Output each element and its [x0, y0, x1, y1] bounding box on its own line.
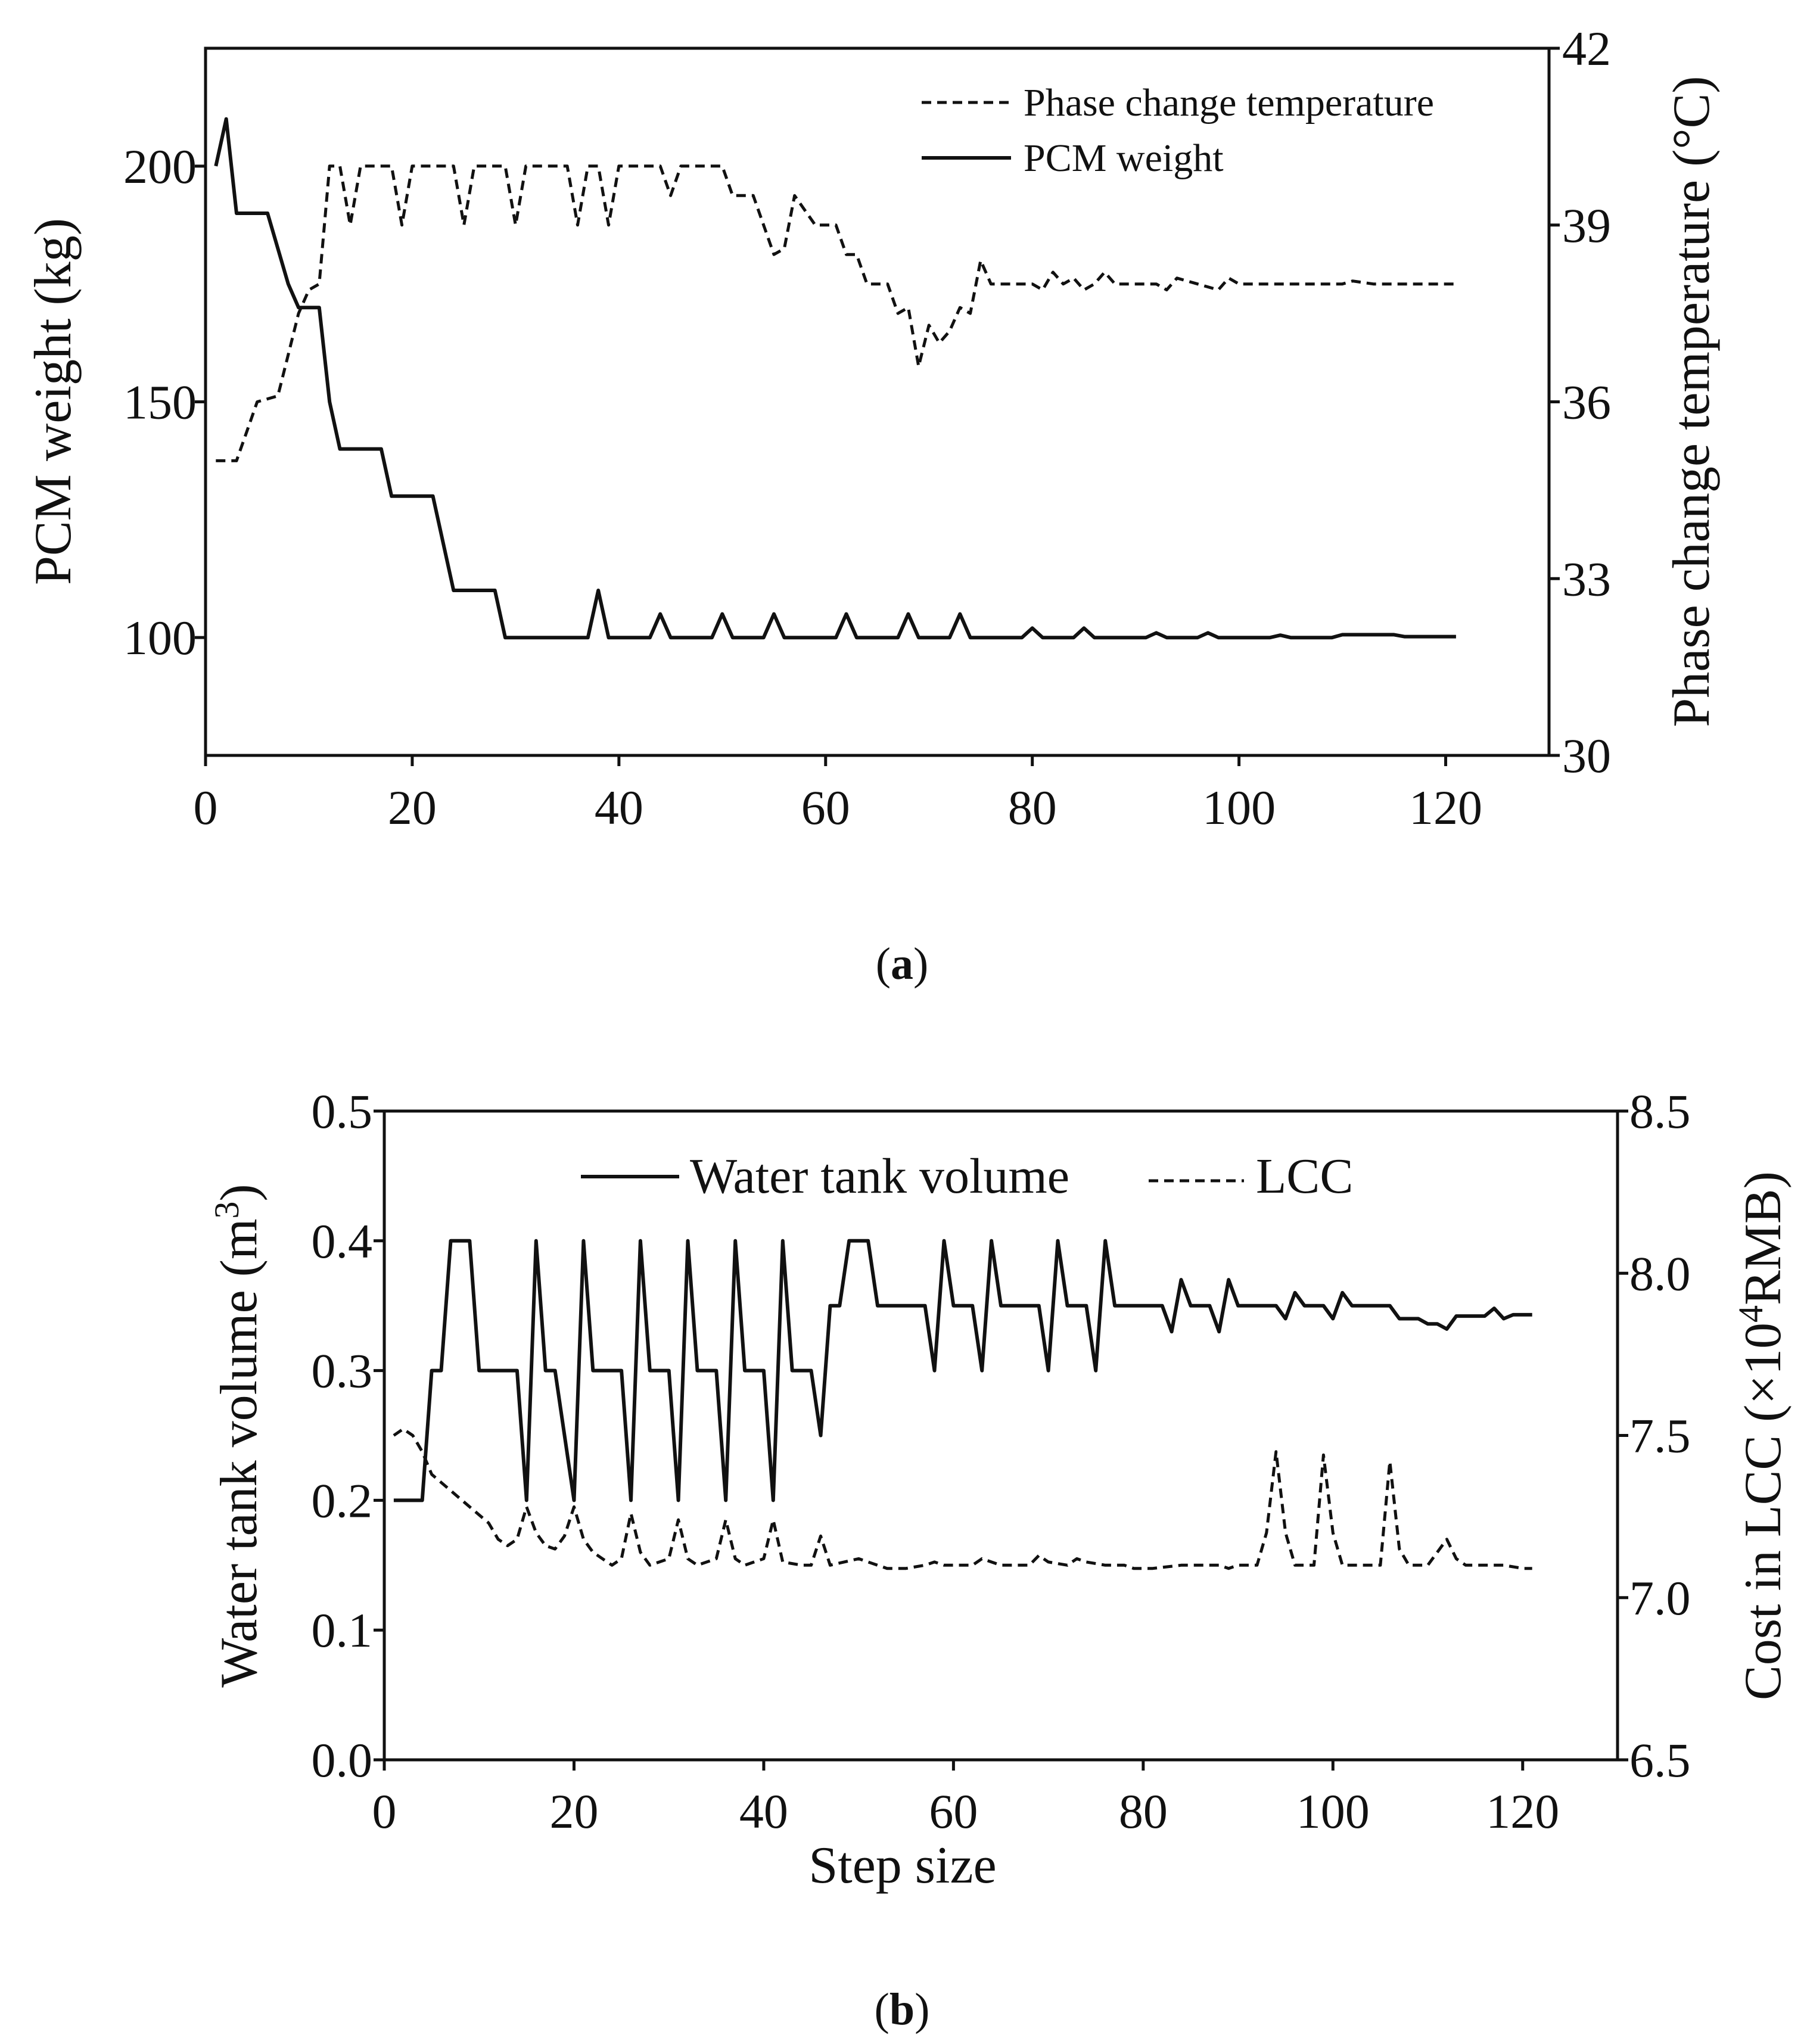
tick-labels-b: 0 20 40 60 80 100 120 0.0 0.1 0.2 0.3 0.4 0.5 6.5 7.0 7… — [312, 1084, 1691, 1838]
y-tick-label: 100 — [123, 611, 197, 665]
caption-letter-a: a — [891, 939, 913, 989]
y-tick-label: 0.3 — [312, 1344, 373, 1398]
x-tick-label: 40 — [595, 780, 643, 835]
y-axis-label-right-a: Phase change temperature (°C) — [1663, 76, 1721, 727]
y-axis-label-b-text: Water tank volume (m — [210, 1219, 268, 1688]
y-right-tick-label: 33 — [1562, 552, 1611, 606]
series-line-water-tank-volume — [393, 1239, 1532, 1502]
tick-marks-a — [195, 46, 1560, 766]
x-tick-label: 60 — [929, 1784, 978, 1838]
y-right-tick-label: 8.5 — [1629, 1084, 1691, 1138]
y-tick-label: 200 — [123, 139, 197, 194]
y-axis-label-b-end: ) — [210, 1184, 268, 1201]
y-tick-label: 0.5 — [312, 1084, 373, 1138]
y-tick-label: 0.2 — [312, 1473, 373, 1527]
x-tick-label: 80 — [1008, 780, 1057, 835]
tick-marks-b — [374, 1109, 1628, 1771]
x-tick-label: 20 — [388, 780, 437, 835]
series-line-phase-change-temperature — [216, 164, 1456, 462]
series-line-pcm-weight — [214, 117, 1456, 640]
caption-letter-b: b — [889, 1984, 915, 2034]
series-line-lcc — [393, 1427, 1532, 1570]
plot-frame-a — [204, 46, 1551, 757]
x-tick-label: 20 — [549, 1784, 598, 1838]
y-tick-label: 0.4 — [312, 1214, 373, 1268]
y-right-tick-label: 6.5 — [1629, 1733, 1691, 1787]
y-tick-label: 0.1 — [312, 1603, 373, 1657]
y-axis-label-right-b-text: Cost in LCC (×10 — [1734, 1323, 1792, 1700]
y-axis-label-b: Water tank volume (m3) — [207, 1184, 268, 1687]
y-right-tick-label: 7.0 — [1629, 1571, 1691, 1625]
y-axis-label-right-b-sup: 4 — [1731, 1305, 1770, 1323]
x-tick-label: 100 — [1202, 780, 1276, 835]
legend-label-lcc: LCC — [1256, 1149, 1353, 1204]
y-right-tick-label: 8.0 — [1629, 1246, 1691, 1301]
panel-b: 0 20 40 60 80 100 120 0.0 0.1 0.2 0.3 0.4 0.5 6.5 7.0 7… — [207, 1084, 1792, 2034]
x-tick-label: 60 — [801, 780, 850, 835]
legend-a: Phase change temperature PCM weight — [922, 81, 1434, 180]
x-tick-label: 0 — [372, 1784, 397, 1838]
x-tick-label: 80 — [1119, 1784, 1168, 1838]
y-axis-label-b-sup: 3 — [207, 1202, 246, 1219]
series-group-a — [214, 117, 1456, 640]
y-right-tick-label: 42 — [1562, 21, 1611, 76]
legend-label-water-tank: Water tank volume — [690, 1149, 1069, 1204]
series-group-b — [393, 1239, 1532, 1570]
y-right-tick-label: 39 — [1562, 198, 1611, 253]
plot-frame-b — [382, 1109, 1619, 1762]
legend-label-phase-change: Phase change temperature — [1024, 81, 1434, 125]
panel-a: 0 20 40 60 80 100 120 100 150 200 30 33 36 39 42 PCM w… — [24, 21, 1721, 989]
legend-label-pcm-weight: PCM weight — [1024, 136, 1224, 180]
x-tick-label: 40 — [739, 1784, 788, 1838]
x-tick-label: 120 — [1409, 780, 1482, 835]
y-right-tick-label: 36 — [1562, 375, 1611, 430]
legend-b: Water tank volume LCC — [581, 1149, 1353, 1204]
y-axis-label-a: PCM weight (kg) — [24, 218, 82, 585]
y-tick-label: 0.0 — [312, 1733, 373, 1787]
y-axis-label-right-b-end: RMB) — [1734, 1171, 1792, 1305]
tick-labels-a: 0 20 40 60 80 100 120 100 150 200 30 33 36 39 42 — [123, 21, 1611, 835]
caption-b: (b) — [875, 1984, 930, 2034]
x-tick-label: 0 — [194, 780, 218, 835]
x-tick-label: 120 — [1486, 1784, 1559, 1838]
y-tick-label: 150 — [123, 375, 197, 430]
caption-a: (a) — [876, 939, 929, 989]
x-axis-label-b: Step size — [808, 1837, 996, 1894]
y-right-tick-label: 7.5 — [1629, 1409, 1691, 1463]
x-tick-label: 100 — [1296, 1784, 1370, 1838]
y-axis-label-right-b: Cost in LCC (×104RMB) — [1731, 1171, 1792, 1700]
y-right-tick-label: 30 — [1562, 729, 1611, 783]
